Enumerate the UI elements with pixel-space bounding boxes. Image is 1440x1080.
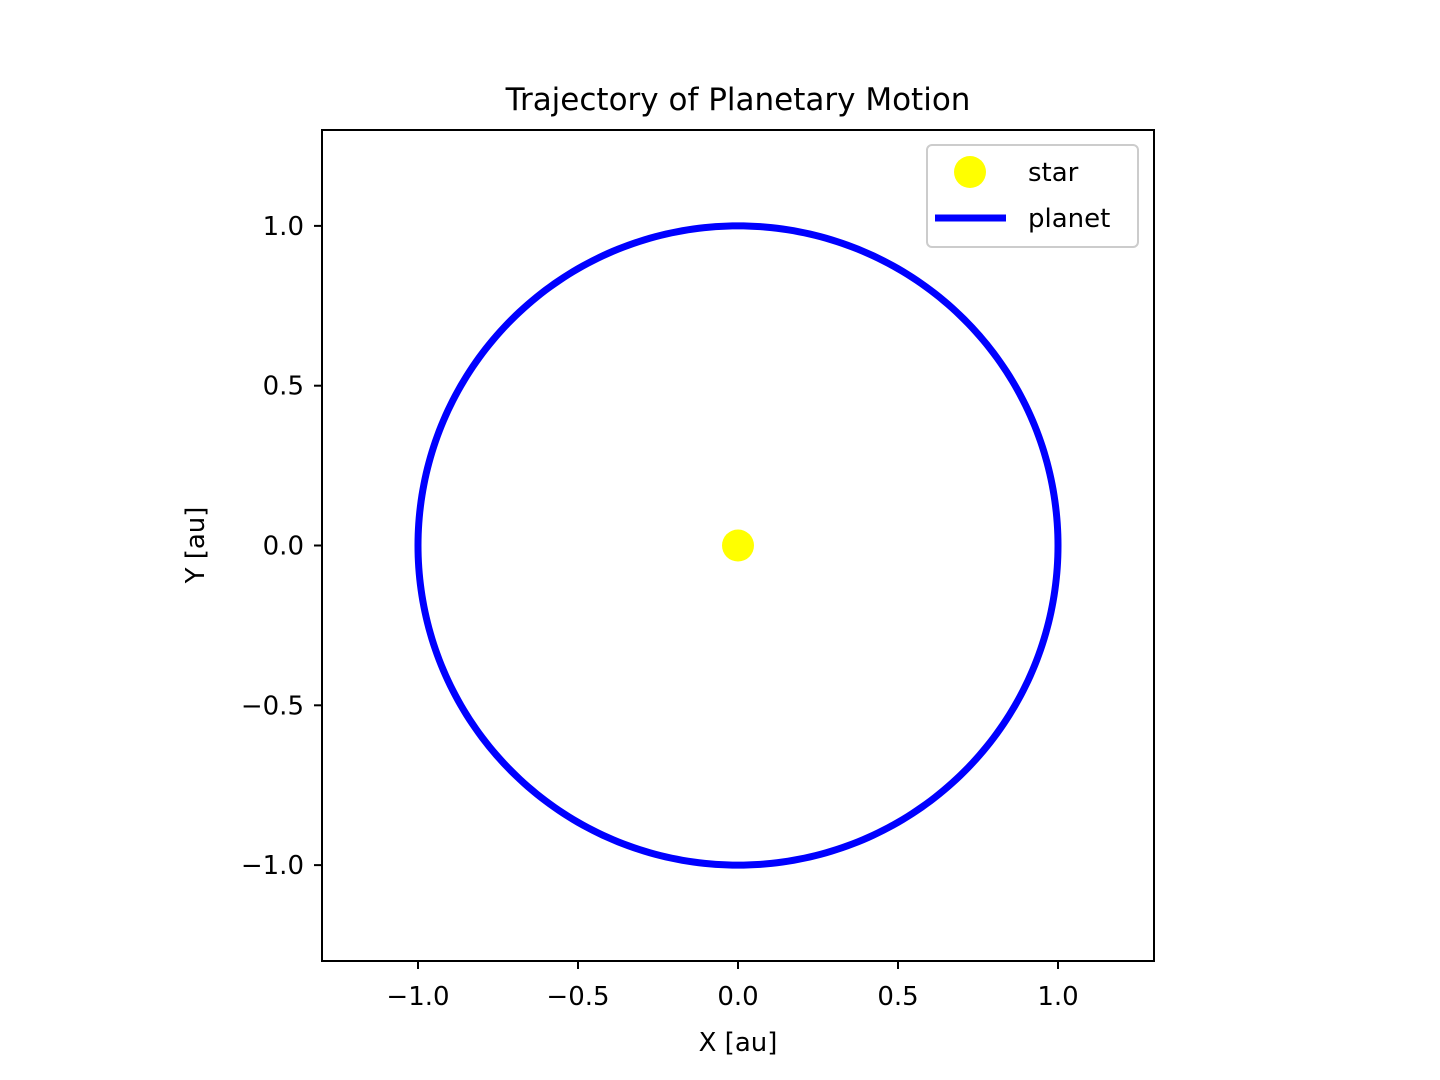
legend-planet-label: planet xyxy=(1028,204,1110,234)
y-tick-label: 0.5 xyxy=(263,372,304,402)
x-axis-ticks: −1.0 −0.5 0.0 0.5 1.0 xyxy=(386,961,1079,1012)
y-axis-ticks: −1.0 −0.5 0.0 0.5 1.0 xyxy=(241,212,322,881)
y-tick-label: 1.0 xyxy=(263,212,304,242)
series-star-marker xyxy=(722,529,754,562)
legend-star-marker xyxy=(954,156,986,188)
series-layer xyxy=(414,222,1062,869)
y-tick-label: 0.0 xyxy=(263,532,304,562)
x-tick-label: −0.5 xyxy=(546,982,609,1012)
legend-star-label: star xyxy=(1028,158,1079,188)
x-tick-label: 1.0 xyxy=(1037,982,1078,1012)
legend: star planet xyxy=(926,144,1139,248)
y-tick-label: −0.5 xyxy=(241,691,304,721)
series-planet-line xyxy=(414,222,1062,869)
chart-title: Trajectory of Planetary Motion xyxy=(505,82,971,118)
x-tick-label: 0.0 xyxy=(717,982,758,1012)
x-tick-label: 0.5 xyxy=(877,982,918,1012)
y-tick-label: −1.0 xyxy=(241,851,304,881)
x-tick-label: −1.0 xyxy=(386,982,449,1012)
y-axis-label: Y [au] xyxy=(181,507,211,585)
x-axis-label: X [au] xyxy=(699,1028,778,1058)
